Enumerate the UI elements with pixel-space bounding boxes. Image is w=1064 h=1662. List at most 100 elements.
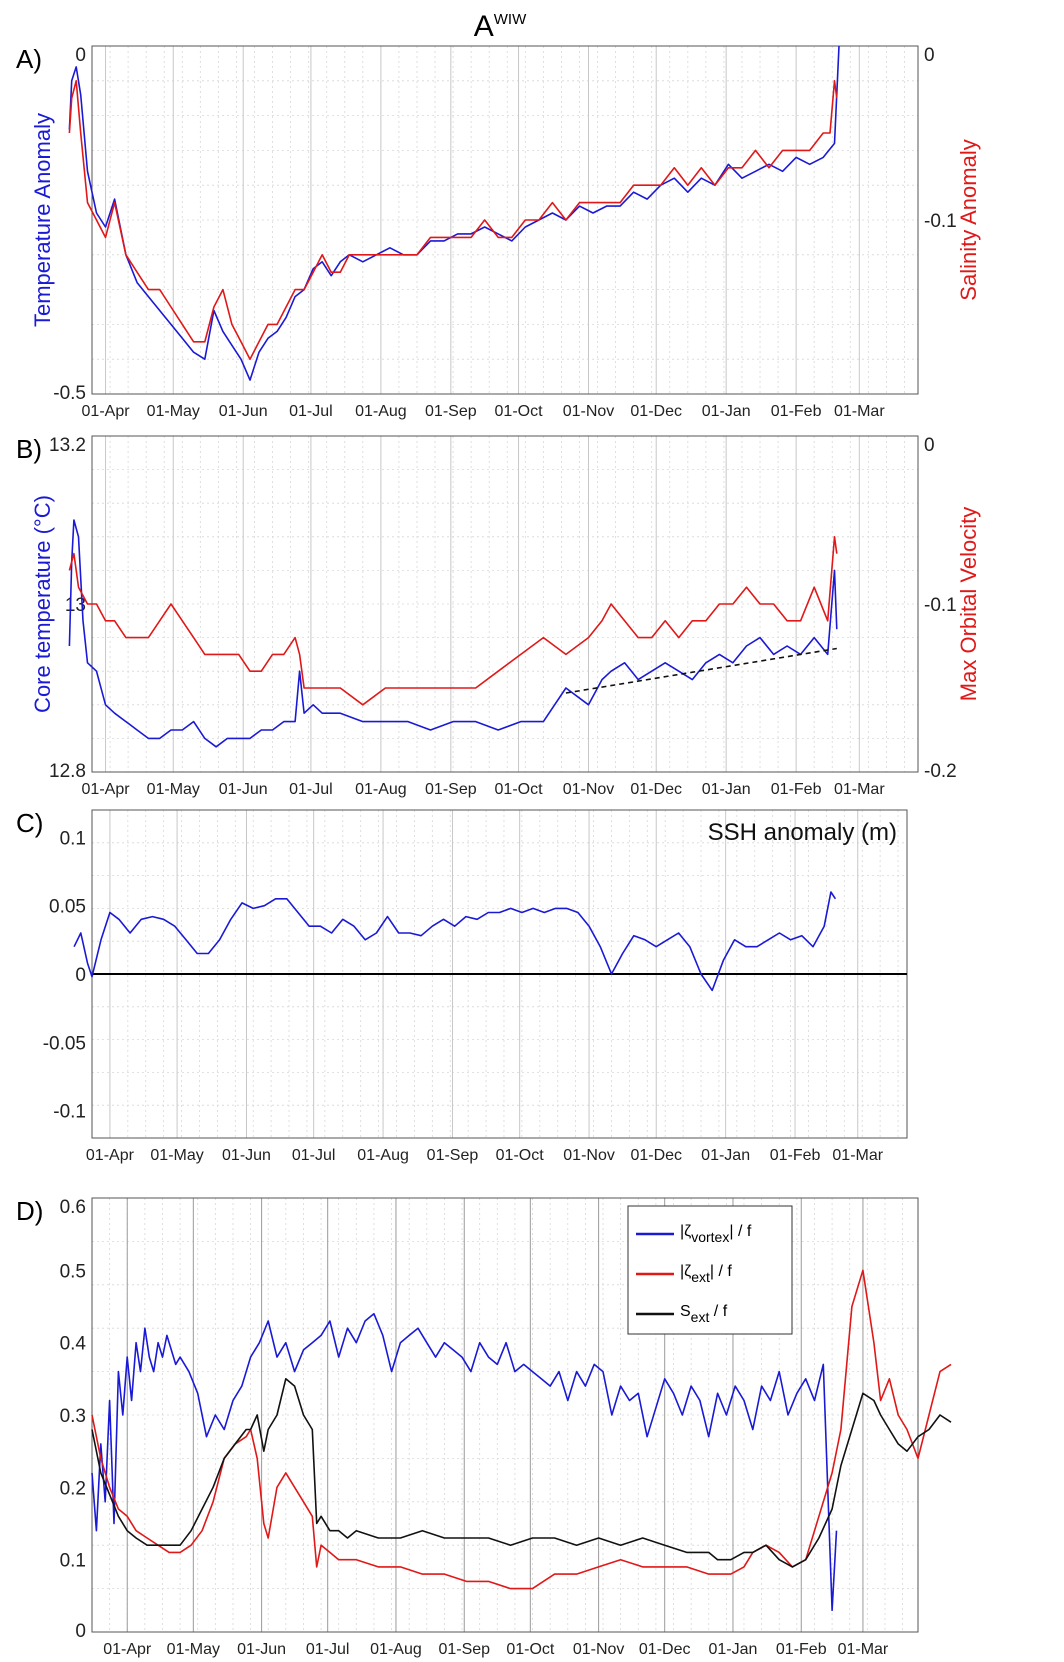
x-tick-label: 01-Jan xyxy=(702,403,751,420)
y-right-tick-label: -0.1 xyxy=(924,211,957,232)
x-tick-label: 01-Jul xyxy=(289,781,333,798)
series-line-1 xyxy=(68,519,838,748)
panels: 01-Apr 01-May 01-Jun 01-Jul 01-Aug 01-Sep 01-O… xyxy=(16,44,981,1658)
x-tick-label: 01-Nov xyxy=(573,1641,625,1658)
x-tick-label: 01-Mar xyxy=(838,1641,889,1658)
y-left-tick-label: 0.6 xyxy=(60,1197,86,1218)
x-tick-label: 01-Sep xyxy=(438,1641,490,1658)
y-right-tick-label: 0 xyxy=(924,435,935,456)
x-tick-label: 01-Oct xyxy=(495,781,544,798)
x-tick-label: 01-Sep xyxy=(425,781,477,798)
panel-label: B) xyxy=(16,434,42,464)
x-tick-label: 01-Aug xyxy=(370,1641,422,1658)
x-tick-label: 01-Jun xyxy=(219,403,268,420)
x-tick-label: 01-Aug xyxy=(355,403,407,420)
x-tick-label: 01-Oct xyxy=(495,403,544,420)
x-tick-label: 01-Feb xyxy=(776,1641,827,1658)
panel-title: SSH anomaly (m) xyxy=(708,819,897,846)
y-right-tick-label: -0.1 xyxy=(924,595,957,616)
y-left-tick-label: 0.2 xyxy=(60,1478,86,1499)
series-line-1 xyxy=(91,1312,838,1612)
panel-label: D) xyxy=(16,1196,43,1226)
x-tick-label: 01-Dec xyxy=(630,781,682,798)
x-tick-label: 01-Mar xyxy=(832,1147,883,1164)
series-line-2 xyxy=(68,535,838,706)
series-line-1 xyxy=(68,45,840,381)
legend-label: |ζext| / f xyxy=(680,1263,732,1285)
plot-frame xyxy=(91,45,919,395)
x-tick-label: 01-Nov xyxy=(563,1147,615,1164)
y-left-tick-label: -0.1 xyxy=(53,1102,86,1123)
x-tick-label: 01-Apr xyxy=(82,781,131,798)
y-left-tick-label: 0.3 xyxy=(60,1406,86,1427)
y-left-axis-label: Core temperature (°C) xyxy=(30,495,55,713)
y-left-tick-label: 0.1 xyxy=(60,828,86,849)
y-left-tick-label: -0.5 xyxy=(53,383,86,404)
y-right-tick-label: 0 xyxy=(924,45,935,66)
panel-label: C) xyxy=(16,808,43,838)
y-right-axis-label: Salinity Anomaly xyxy=(956,139,981,300)
x-tick-label: 01-Mar xyxy=(834,403,885,420)
figure-title: AWIW xyxy=(474,10,527,43)
y-left-tick-label: 0.5 xyxy=(60,1261,86,1282)
y-left-tick-label: 0 xyxy=(75,1621,86,1642)
x-tick-label: 01-Dec xyxy=(630,403,682,420)
series-line-2 xyxy=(68,80,838,361)
y-left-tick-label: 0.1 xyxy=(60,1551,86,1572)
x-tick-label: 01-May xyxy=(167,1641,220,1658)
panel-b: 01-Apr 01-May 01-Jun 01-Jul 01-Aug 01-Sep 01-O… xyxy=(16,434,981,798)
x-tick-label: 01-May xyxy=(147,781,200,798)
x-tick-label: 01-Jul xyxy=(292,1147,336,1164)
x-tick-label: 01-May xyxy=(147,403,200,420)
series-line-1 xyxy=(73,891,837,992)
x-tick-label: 01-May xyxy=(150,1147,203,1164)
series-line-2 xyxy=(91,1269,952,1590)
panel-a: 01-Apr 01-May 01-Jun 01-Jul 01-Aug 01-Sep 01-O… xyxy=(16,44,981,420)
legend-label: |ζvortex| / f xyxy=(680,1223,752,1245)
series-line-3 xyxy=(91,1378,952,1568)
plot-frame xyxy=(91,435,919,773)
x-tick-label: 01-Dec xyxy=(630,1147,682,1164)
y-left-tick-label: 0.05 xyxy=(49,897,86,918)
x-tick-label: 01-Jul xyxy=(306,1641,350,1658)
x-tick-label: 01-Apr xyxy=(103,1641,152,1658)
legend-box xyxy=(627,1205,793,1335)
x-tick-label: 01-Jun xyxy=(219,781,268,798)
y-right-axis-label: Max Orbital Velocity xyxy=(956,507,981,701)
panel-c: 01-Apr 01-May 01-Jun 01-Jul 01-Aug 01-Sep 01-O… xyxy=(16,808,908,1164)
panel-d: 01-Apr 01-May 01-Jun 01-Jul 01-Aug 01-Sep 01-O… xyxy=(16,1196,952,1658)
x-tick-label: 01-Feb xyxy=(771,781,822,798)
x-tick-label: 01-Apr xyxy=(82,403,131,420)
x-tick-label: 01-Jun xyxy=(237,1641,286,1658)
x-tick-label: 01-Jan xyxy=(702,781,751,798)
x-tick-label: 01-Aug xyxy=(357,1147,409,1164)
legend-label: Sext / f xyxy=(680,1303,728,1325)
y-left-tick-label: 0.4 xyxy=(60,1334,87,1355)
x-tick-label: 01-Feb xyxy=(770,1147,821,1164)
x-tick-label: 01-Sep xyxy=(427,1147,479,1164)
y-left-tick-label: 13.2 xyxy=(49,435,86,456)
x-tick-label: 01-Jun xyxy=(222,1147,271,1164)
y-left-tick-label: 0 xyxy=(75,965,86,986)
x-tick-label: 01-Oct xyxy=(506,1641,555,1658)
panel-label: A) xyxy=(16,44,42,74)
y-left-axis-label: Temperature Anomaly xyxy=(30,113,55,327)
x-tick-label: 01-Nov xyxy=(563,781,615,798)
y-left-tick-label: 0 xyxy=(75,45,86,66)
x-tick-label: 01-Jan xyxy=(709,1641,758,1658)
series-line-3 xyxy=(565,647,837,694)
x-tick-label: 01-Apr xyxy=(86,1147,135,1164)
x-tick-label: 01-Oct xyxy=(496,1147,545,1164)
x-tick-label: 01-Feb xyxy=(771,403,822,420)
y-right-tick-label: -0.2 xyxy=(924,761,957,782)
x-tick-label: 01-Jan xyxy=(701,1147,750,1164)
x-tick-label: 01-Jul xyxy=(289,403,333,420)
x-tick-label: 01-Sep xyxy=(425,403,477,420)
y-left-tick-label: 12.8 xyxy=(49,761,86,782)
x-tick-label: 01-Dec xyxy=(639,1641,691,1658)
y-left-tick-label: -0.05 xyxy=(43,1033,86,1054)
x-tick-label: 01-Nov xyxy=(563,403,615,420)
x-tick-label: 01-Aug xyxy=(355,781,407,798)
x-tick-label: 01-Mar xyxy=(834,781,885,798)
